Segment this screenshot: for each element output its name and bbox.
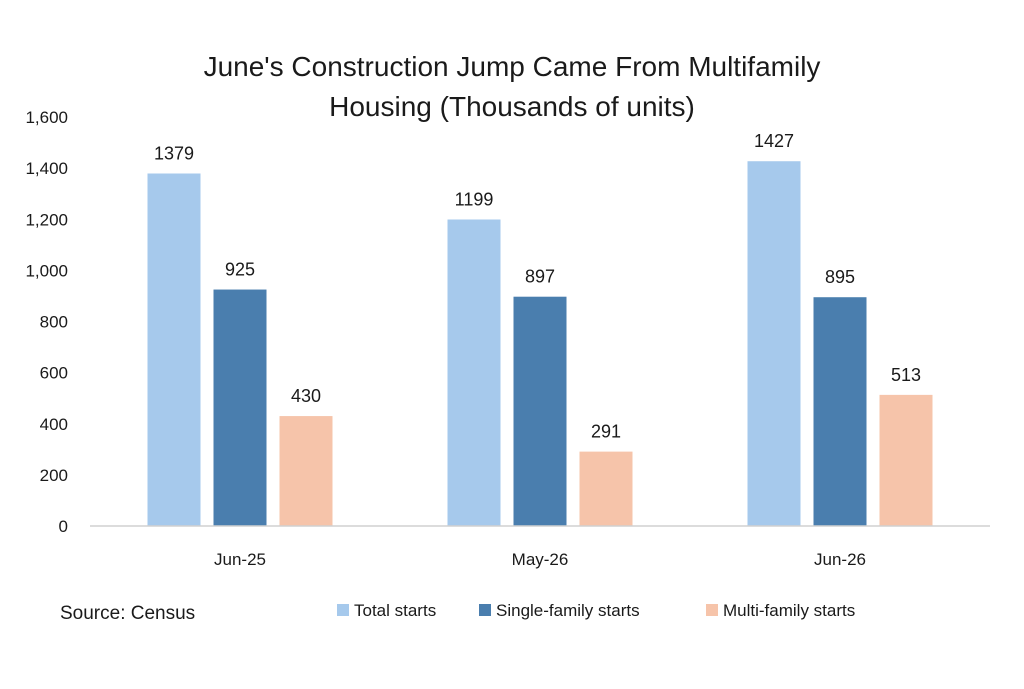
data-label: 897: [525, 267, 555, 287]
legend-swatch: [479, 604, 491, 616]
data-label: 1379: [154, 143, 194, 163]
data-label: 925: [225, 260, 255, 280]
x-tick-label: May-26: [512, 550, 569, 569]
data-label: 1199: [455, 190, 494, 210]
y-tick-label: 1,600: [25, 108, 68, 127]
y-tick-label: 800: [40, 313, 68, 332]
data-label: 895: [825, 267, 855, 287]
chart-title: June's Construction Jump Came From Multi…: [204, 51, 821, 122]
bar-single-family-starts-jun-26: [813, 297, 867, 526]
x-tick-label: Jun-26: [814, 550, 866, 569]
legend-label: Total starts: [354, 601, 436, 620]
bar-single-family-starts-may-26: [513, 296, 567, 526]
legend-swatch: [337, 604, 349, 616]
bar-single-family-starts-jun-25: [213, 289, 267, 526]
chart-title-line-2: Housing (Thousands of units): [329, 91, 695, 122]
bar-multi-family-starts-jun-25: [279, 416, 333, 526]
y-axis: 0 200 400 600 800 1,000 1,200 1,400 1,600: [25, 108, 68, 536]
bar-multi-family-starts-may-26: [579, 451, 633, 526]
data-labels-group: 1379 925 430 1199 897 291 1427 895 513: [154, 131, 921, 441]
data-label: 1427: [754, 131, 794, 151]
y-tick-label: 600: [40, 364, 68, 383]
y-tick-label: 200: [40, 466, 68, 485]
legend-label: Single-family starts: [496, 601, 640, 620]
source-note: Source: Census: [60, 603, 195, 624]
y-tick-label: 1,400: [25, 159, 68, 178]
bar-total-starts-jun-26: [747, 161, 801, 526]
legend: Total starts Single-family starts Multi-fa…: [337, 601, 855, 620]
legend-label: Multi-family starts: [723, 601, 855, 620]
y-tick-label: 0: [59, 517, 68, 536]
legend-swatch: [706, 604, 718, 616]
bar-multi-family-starts-jun-26: [879, 394, 933, 526]
bar-total-starts-jun-25: [147, 173, 201, 527]
data-label: 430: [291, 386, 321, 406]
y-tick-label: 1,000: [25, 261, 68, 280]
chart-title-line-1: June's Construction Jump Came From Multi…: [204, 51, 821, 82]
y-tick-label: 400: [40, 415, 68, 434]
x-axis: Jun-25 May-26 Jun-26: [90, 525, 990, 569]
x-tick-label: Jun-25: [214, 550, 266, 569]
bar-total-starts-may-26: [447, 219, 501, 527]
data-label: 291: [591, 422, 621, 442]
bars-group: [147, 161, 933, 527]
y-tick-label: 1,200: [25, 210, 68, 229]
data-label: 513: [891, 365, 921, 385]
